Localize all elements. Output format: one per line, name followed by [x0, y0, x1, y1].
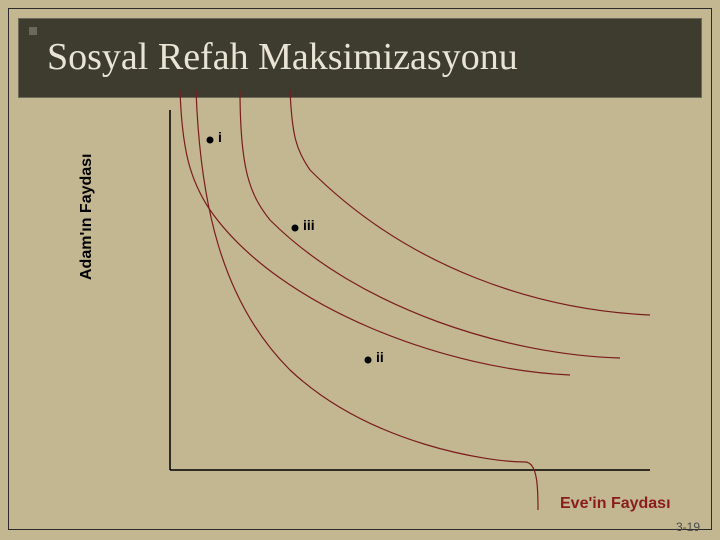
point-label-iii: iii: [303, 217, 315, 233]
x-axis-label: Eve'in Faydası: [560, 495, 671, 513]
point-iii: [292, 225, 299, 232]
point-label-ii: ii: [376, 349, 384, 365]
points-group: iiiiii: [207, 129, 384, 365]
title-accent-square: [29, 27, 37, 35]
page-title: Sosyal Refah Maksimizasyonu: [47, 35, 518, 79]
curve-ppf: [196, 90, 538, 510]
point-i: [207, 137, 214, 144]
curve-indiff3: [290, 90, 650, 315]
welfare-chart: iiiiii: [110, 110, 670, 490]
curves-group: [180, 90, 650, 510]
title-panel: Sosyal Refah Maksimizasyonu: [18, 18, 702, 98]
point-ii: [365, 357, 372, 364]
y-axis-label: Adam'ın Faydası: [78, 153, 96, 280]
page-number: 3-19: [676, 520, 700, 534]
curve-indiff1: [180, 90, 570, 375]
curve-indiff2: [240, 90, 620, 358]
chart-svg: iiiiii: [110, 110, 670, 490]
point-label-i: i: [218, 129, 222, 145]
